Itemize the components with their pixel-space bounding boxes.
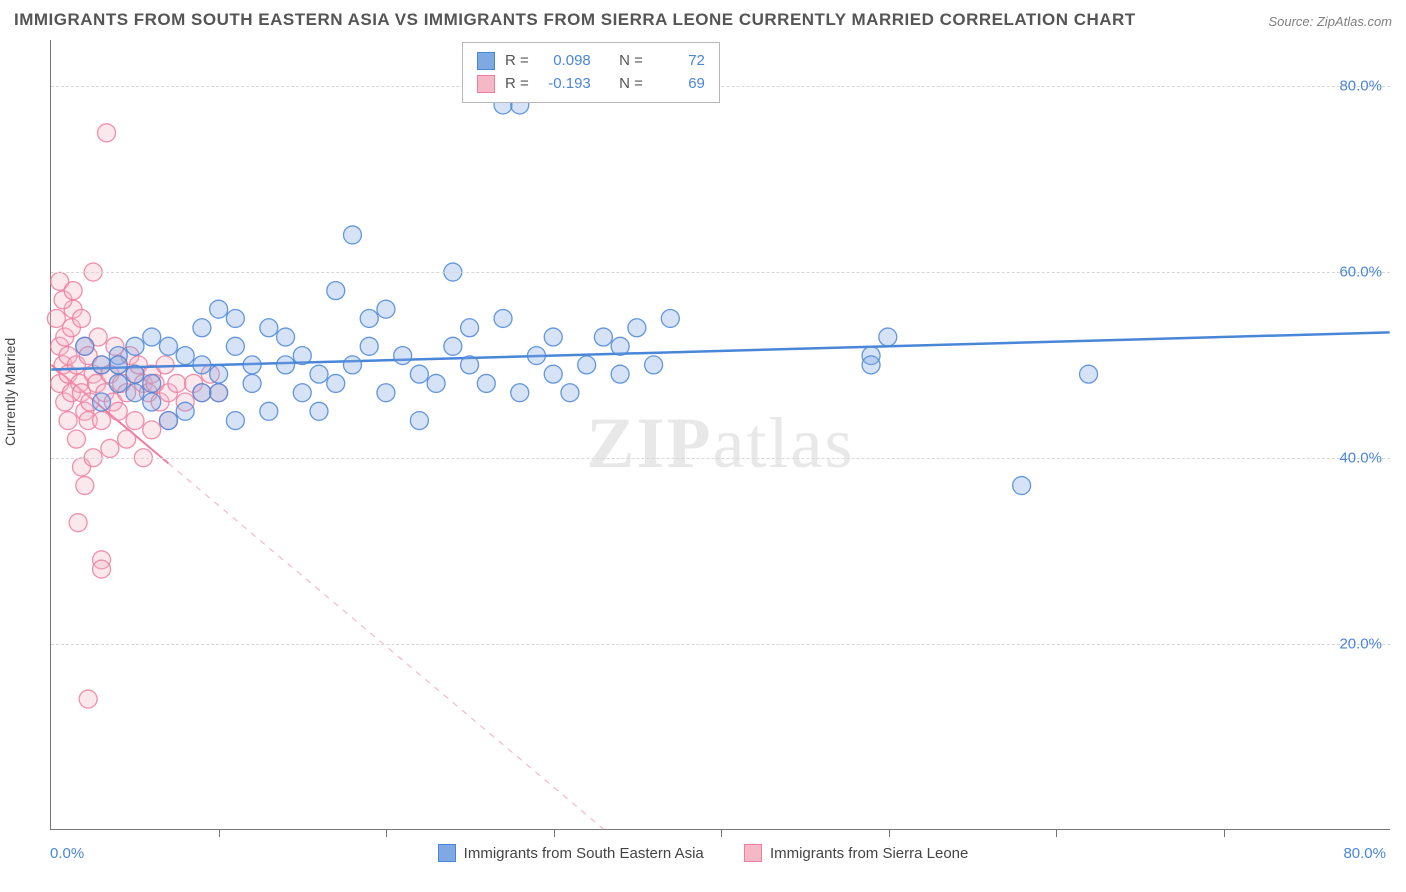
- plot-area: ZIPatlas 20.0%40.0%60.0%80.0%: [50, 40, 1390, 830]
- chart-svg: [51, 40, 1390, 829]
- n-value-pink: 69: [653, 72, 705, 95]
- gridline: [51, 272, 1390, 273]
- n-label: N =: [619, 72, 643, 95]
- x-tick: [219, 829, 220, 837]
- x-tick: [1056, 829, 1057, 837]
- x-tick: [554, 829, 555, 837]
- x-tick: [721, 829, 722, 837]
- legend-label-pink: Immigrants from Sierra Leone: [770, 845, 968, 862]
- gridline: [51, 458, 1390, 459]
- n-label: N =: [619, 49, 643, 72]
- r-label: R =: [505, 72, 529, 95]
- legend-item-blue: Immigrants from South Eastern Asia: [438, 844, 704, 862]
- y-tick-label: 80.0%: [1339, 78, 1382, 95]
- r-value-blue: 0.098: [539, 49, 591, 72]
- x-tick: [386, 829, 387, 837]
- y-tick-label: 20.0%: [1339, 636, 1382, 653]
- swatch-pink: [744, 844, 762, 862]
- swatch-blue: [438, 844, 456, 862]
- swatch-blue: [477, 52, 495, 70]
- swatch-pink: [477, 75, 495, 93]
- legend-item-pink: Immigrants from Sierra Leone: [744, 844, 968, 862]
- r-label: R =: [505, 49, 529, 72]
- y-tick-label: 40.0%: [1339, 450, 1382, 467]
- chart-title: IMMIGRANTS FROM SOUTH EASTERN ASIA VS IM…: [14, 10, 1136, 30]
- legend-stats-box: R = 0.098 N = 72 R = -0.193 N = 69: [462, 42, 720, 103]
- legend-stats-row-blue: R = 0.098 N = 72: [477, 49, 705, 72]
- y-axis-title: Currently Married: [2, 338, 18, 446]
- y-tick-label: 60.0%: [1339, 264, 1382, 281]
- legend-stats-row-pink: R = -0.193 N = 69: [477, 72, 705, 95]
- bottom-legend: Immigrants from South Eastern Asia Immig…: [0, 844, 1406, 866]
- legend-label-blue: Immigrants from South Eastern Asia: [464, 845, 704, 862]
- source-attribution: Source: ZipAtlas.com: [1268, 14, 1392, 29]
- r-value-pink: -0.193: [539, 72, 591, 95]
- x-tick: [889, 829, 890, 837]
- gridline: [51, 644, 1390, 645]
- gridline: [51, 86, 1390, 87]
- x-tick: [1224, 829, 1225, 837]
- n-value-blue: 72: [653, 49, 705, 72]
